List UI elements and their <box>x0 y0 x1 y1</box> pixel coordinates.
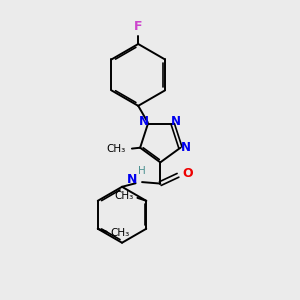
Text: N: N <box>126 173 137 186</box>
Text: CH₃: CH₃ <box>106 144 125 154</box>
Text: CH₃: CH₃ <box>110 229 129 238</box>
Text: F: F <box>134 20 142 33</box>
Text: N: N <box>139 115 149 128</box>
Text: O: O <box>182 167 193 180</box>
Text: N: N <box>181 141 191 154</box>
Text: CH₃: CH₃ <box>115 191 134 201</box>
Text: N: N <box>171 115 181 128</box>
Text: H: H <box>138 166 145 176</box>
